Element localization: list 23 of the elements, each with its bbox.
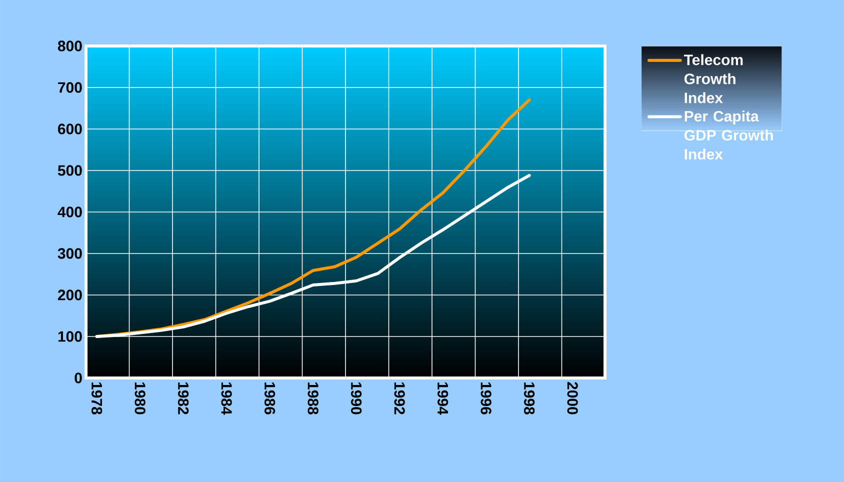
y-tick-label: 100 xyxy=(58,331,82,342)
y-tick-label: 800 xyxy=(58,40,82,52)
x-tick-label: 1978 xyxy=(92,382,102,414)
y-tick-label: 700 xyxy=(58,82,82,93)
x-tick-label: 1996 xyxy=(480,382,492,414)
x-tick-label: 1988 xyxy=(308,382,318,414)
x-tick-label: 1990 xyxy=(351,382,362,414)
legend-label: Per Capita GDP Growth Index xyxy=(684,110,773,160)
x-tick-label: 1998 xyxy=(524,382,535,414)
y-tick-label: 0 xyxy=(74,372,82,384)
x-tick-label: 2000 xyxy=(567,382,578,414)
x-tick-label: 1994 xyxy=(438,382,448,415)
legend-label: Telecom Growth Index xyxy=(684,54,743,104)
x-tick-label: 1982 xyxy=(178,382,189,414)
y-tick-label: 600 xyxy=(58,124,82,134)
x-tick-label: 1980 xyxy=(134,382,146,414)
x-tick-label: 1992 xyxy=(394,382,405,414)
y-tick-label: 500 xyxy=(58,165,82,176)
y-tick-label: 300 xyxy=(58,248,82,259)
y-tick-label: 200 xyxy=(58,290,82,300)
x-tick-label: 1984 xyxy=(221,382,232,415)
x-tick-label: 1986 xyxy=(264,382,276,414)
y-tick-label: 400 xyxy=(58,206,82,218)
